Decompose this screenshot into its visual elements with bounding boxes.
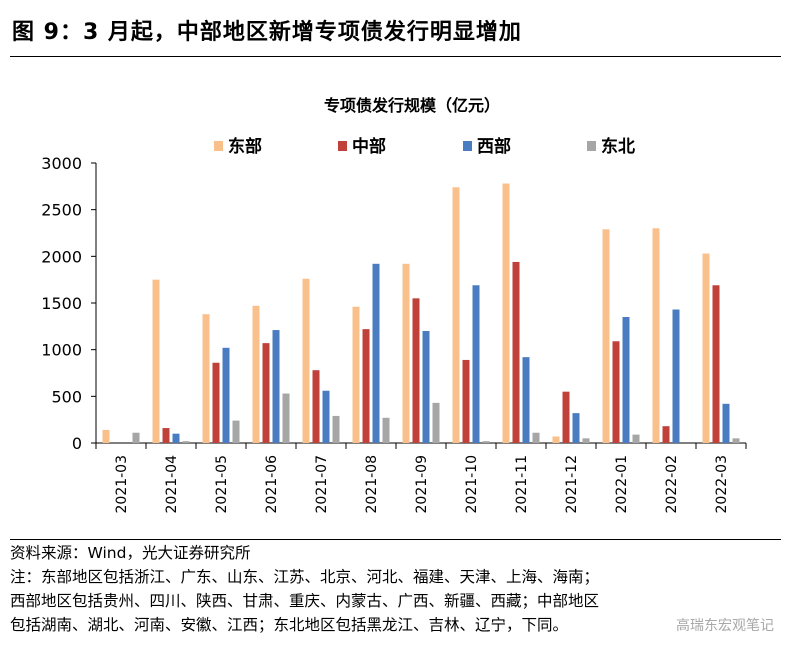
bar-2021-06-东部	[252, 305, 260, 443]
footer-divider	[10, 539, 781, 540]
legend-swatch-东部	[214, 141, 223, 151]
bar-2021-10-东部	[452, 187, 460, 443]
bar-2022-03-东部	[702, 253, 710, 443]
bar-2021-05-中部	[212, 362, 220, 443]
bar-2022-03-中部	[712, 285, 720, 443]
bar-chart: 专项债发行规模（亿元） 东部 中部 西部 东北 0 500 1000 1500 2000 250…	[41, 96, 747, 514]
bar-2021-07-东部	[302, 278, 310, 443]
y-tick-label: 3000	[41, 154, 82, 173]
bar-2021-12-中部	[562, 391, 570, 443]
bar-2022-03-东北	[732, 438, 740, 443]
bar-2021-10-东北	[482, 441, 490, 443]
legend-label-西部: 西部	[477, 136, 511, 157]
x-tick-label: 2021-12	[564, 455, 580, 514]
bar-2021-10-中部	[462, 359, 470, 443]
x-tick-label: 2021-11	[514, 455, 530, 514]
watermark: 高瑞东宏观笔记	[673, 615, 777, 635]
bar-2022-02-中部	[662, 426, 670, 443]
x-tick-label: 2021-09	[414, 455, 430, 514]
bar-2022-01-东北	[632, 434, 640, 443]
x-tick-label: 2021-08	[364, 455, 380, 514]
bar-2021-12-东部	[552, 436, 560, 443]
x-tick-label: 2021-04	[164, 455, 180, 514]
legend-label-东部: 东部	[228, 136, 262, 157]
bar-2021-07-东北	[332, 415, 340, 443]
bar-2021-05-西部	[222, 347, 230, 443]
x-tick-label: 2021-03	[114, 455, 130, 514]
bar-2021-09-东北	[432, 402, 440, 443]
bar-2021-04-东北	[182, 441, 190, 443]
bar-2022-01-西部	[622, 317, 630, 443]
title-divider	[10, 56, 781, 57]
chart-axes: 0 500 1000 1500 2000 2500 3000 2021-03 2021-04 20…	[41, 154, 747, 514]
x-tick-label: 2021-07	[314, 455, 330, 514]
x-tick-label: 2022-03	[714, 455, 730, 514]
legend-swatch-西部	[463, 141, 472, 151]
figure-title: 图 9：3 月起，中部地区新增专项债发行明显增加	[12, 20, 522, 45]
y-tick-label: 2000	[41, 247, 82, 266]
bar-2021-08-东北	[382, 417, 390, 443]
x-tick-label: 2021-06	[264, 455, 280, 514]
bar-2021-08-西部	[372, 263, 380, 443]
chart-title: 专项债发行规模（亿元）	[324, 96, 500, 115]
bar-2021-06-西部	[272, 330, 280, 443]
y-tick-label: 1000	[41, 341, 82, 360]
x-tick-label: 2021-05	[214, 455, 230, 514]
x-tick-label: 2022-02	[664, 455, 680, 514]
chart-legend: 东部 中部 西部 东北	[214, 136, 635, 157]
bar-2021-03-东部	[102, 429, 110, 443]
footer: 资料来源：Wind，光大证券研究所 注：东部地区包括浙江、广东、山东、江苏、北京…	[10, 541, 785, 637]
chart-bars	[102, 183, 740, 443]
bar-2021-11-东部	[502, 183, 510, 443]
x-tick-label: 2021-10	[464, 455, 480, 514]
bar-2021-11-中部	[512, 261, 520, 443]
bar-2022-01-中部	[612, 341, 620, 443]
bar-2021-06-中部	[262, 343, 270, 443]
bar-2021-09-中部	[412, 298, 420, 443]
y-tick-label: 1500	[41, 294, 82, 313]
bar-2022-02-东部	[652, 228, 660, 443]
legend-swatch-中部	[338, 141, 347, 151]
bar-2021-10-西部	[472, 285, 480, 443]
bar-2021-03-东北	[132, 432, 140, 443]
legend-label-东北: 东北	[601, 136, 635, 157]
bar-2021-09-东部	[402, 263, 410, 443]
y-tick-label: 0	[72, 434, 82, 453]
bar-2021-08-东部	[352, 306, 360, 443]
bar-2021-08-中部	[362, 329, 370, 443]
bar-2021-05-东部	[202, 314, 210, 443]
bar-2021-04-中部	[162, 428, 170, 443]
bar-2021-07-中部	[312, 370, 320, 443]
bar-2021-11-东北	[532, 432, 540, 443]
y-tick-label: 500	[51, 387, 82, 406]
bar-2021-12-西部	[572, 413, 580, 443]
source-text: 资料来源：Wind，光大证券研究所	[10, 544, 251, 562]
bar-2021-07-西部	[322, 390, 330, 443]
bar-2022-03-西部	[722, 403, 730, 443]
note-line-3: 包括湖南、湖北、河南、安徽、江西；东北地区包括黑龙江、吉林、辽宁，下同。	[10, 616, 569, 634]
bar-2021-04-东部	[152, 279, 160, 443]
legend-label-中部: 中部	[352, 136, 386, 157]
bar-2021-04-西部	[172, 433, 180, 443]
x-tick-label: 2022-01	[614, 455, 630, 514]
note-line-1: 注：东部地区包括浙江、广东、山东、江苏、北京、河北、福建、天津、上海、海南；	[10, 568, 600, 586]
bar-2021-09-西部	[422, 331, 430, 443]
bar-2021-05-东北	[232, 420, 240, 443]
bar-2022-02-西部	[672, 309, 680, 443]
bar-2022-01-东部	[602, 229, 610, 443]
legend-swatch-东北	[587, 141, 596, 151]
y-tick-label: 2500	[41, 201, 82, 220]
bar-2021-12-东北	[582, 438, 590, 443]
note-line-2: 西部地区包括贵州、四川、陕西、甘肃、重庆、内蒙古、广西、新疆、西藏；中部地区	[10, 592, 600, 610]
bar-2021-11-西部	[522, 357, 530, 443]
bar-2021-06-东北	[282, 393, 290, 443]
